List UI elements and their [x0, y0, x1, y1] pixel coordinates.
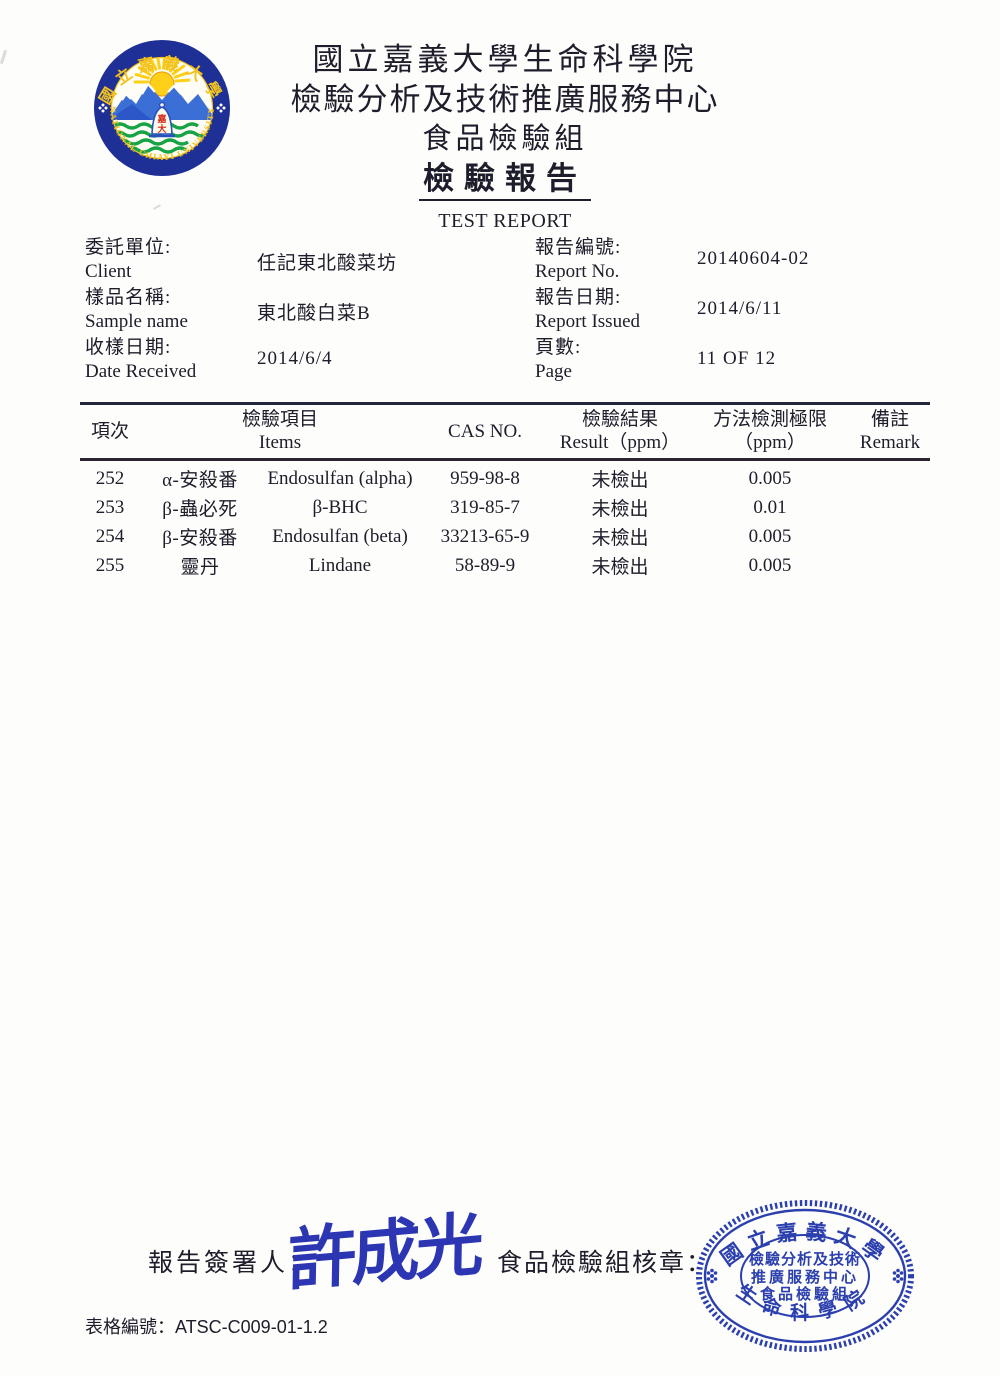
report-issued-value: 2014/6/11: [697, 298, 783, 319]
org-name-line2: 檢驗分析及技術推廣服務中心: [290, 82, 720, 117]
date-received-row: 收樣日期: Date Received 2014/6/4: [85, 336, 515, 386]
stamp-serrated-edge: [696, 1200, 914, 1352]
page-label-zh: 頁數:: [535, 337, 582, 358]
org-name-line1: 國立嘉義大學生命科學院: [312, 42, 698, 77]
date-received-label-en: Date Received: [85, 361, 197, 382]
report-issued-row: 報告日期: Report Issued 2014/6/11: [535, 286, 955, 336]
info-right-column: 報告編號: Report No. 20140604-02 報告日期: Repor…: [535, 236, 955, 386]
sample-row: 樣品名稱: Sample name 東北酸白菜B: [85, 286, 515, 336]
col-header-cas: CAS NO.: [448, 420, 522, 442]
sample-value: 東北酸白菜B: [257, 303, 371, 324]
scan-artifact: [153, 204, 161, 210]
snow-caps: [121, 82, 182, 101]
sample-label-en: Sample name: [85, 311, 188, 332]
form-number-value: ATSC-C009-01-1.2: [175, 1317, 328, 1337]
department-stamp-icon: 國立嘉義大學 生命科學院 檢驗分析及技術 推廣服務中心 食品檢驗組: [692, 1196, 918, 1356]
client-row: 委託單位: Client 任記東北酸菜坊: [85, 236, 515, 286]
table-row: 252 α-安殺番 Endosulfan (alpha) 959-98-8 未檢…: [95, 467, 792, 492]
scan-artifact: [0, 49, 8, 65]
table-body: 252 α-安殺番 Endosulfan (alpha) 959-98-8 未檢…: [80, 461, 930, 580]
bell-char-top: 嘉: [156, 113, 166, 124]
stamp-flower-right-icon: [892, 1268, 904, 1284]
sun-rays-icon: [133, 58, 191, 84]
report-issued-label-en: Report Issued: [535, 311, 641, 332]
date-received-label-zh: 收樣日期:: [85, 337, 172, 358]
client-label-zh: 委託單位:: [85, 237, 172, 258]
bell-icon: 嘉 大: [149, 101, 175, 138]
signature-handwriting: 許成光: [287, 1206, 481, 1300]
sample-label-zh: 樣品名稱:: [85, 287, 172, 308]
report-title-zh: 檢驗報告: [419, 161, 591, 201]
report-header: 國立嘉義大學生命科學院 檢驗分析及技術推廣服務中心 食品檢驗組 檢驗報告 TES…: [170, 40, 840, 233]
signer-label: 報告簽署人：: [148, 1250, 317, 1277]
stamp-center-line2: 推廣服務中心: [751, 1268, 859, 1286]
info-left-column: 委託單位: Client 任記東北酸菜坊 樣品名稱: Sample name 東…: [85, 236, 515, 386]
col-header-index: 項次: [90, 420, 129, 442]
client-label-en: Client: [85, 261, 132, 282]
page-label-en: Page: [535, 361, 572, 382]
report-no-value: 20140604-02: [697, 248, 810, 269]
report-issued-label-zh: 報告日期:: [535, 287, 622, 308]
university-logo-icon: 嘉 大 國立嘉義大學 NATIONAL CHIAYI UNIVERSITY: [92, 38, 232, 178]
results-table: 項次 檢驗項目 Items CAS NO. 檢驗結果 Result（ppm） 方…: [80, 402, 930, 580]
report-no-label-zh: 報告編號:: [535, 237, 622, 258]
col-header-remark: 備註 Remark: [859, 409, 921, 453]
page-value: 11 OF 12: [697, 348, 777, 369]
stamp-center-line1: 檢驗分析及技術: [749, 1250, 861, 1268]
form-number-label: 表格編號：: [85, 1317, 175, 1337]
ring-flower-right-icon: [216, 103, 226, 113]
stamp-center-line3: 食品檢驗組: [760, 1285, 850, 1303]
table-row: 253 β-蟲必死 β-BHC 319-85-7 未檢出 0.01: [95, 496, 787, 521]
page-row: 頁數: Page 11 OF 12: [535, 336, 955, 386]
form-number: 表格編號：ATSC-C009-01-1.2: [85, 1313, 328, 1339]
client-value: 任記東北酸菜坊: [257, 253, 398, 274]
table-row: 254 β-安殺番 Endosulfan (beta) 33213-65-9 未…: [95, 525, 792, 550]
stamp-inner-ring: [740, 1234, 870, 1318]
logo-scene: 嘉 大: [112, 58, 212, 154]
stamp-label: 食品檢驗組核章：: [497, 1250, 714, 1277]
mountain-front: [112, 104, 152, 120]
table-row: 255 靈丹 Lindane 58-89-9 未檢出 0.005: [95, 554, 792, 579]
ring-flower-left-icon: [98, 103, 108, 113]
col-header-result: 檢驗結果 Result（ppm）: [559, 409, 681, 453]
stamp-outer-ring: [703, 1208, 907, 1344]
report-no-label-en: Report No.: [535, 261, 620, 282]
sun-icon: [149, 71, 175, 97]
report-title-en: TEST REPORT: [438, 210, 572, 232]
table-header-row: 項次 檢驗項目 Items CAS NO. 檢驗結果 Result（ppm） 方…: [80, 402, 930, 461]
col-header-limit: 方法檢測極限 （ppm）: [712, 409, 827, 453]
org-name-line3: 食品檢驗組: [422, 123, 588, 155]
bell-char-bottom: 大: [157, 123, 166, 134]
report-no-row: 報告編號: Report No. 20140604-02: [535, 236, 955, 286]
date-received-value: 2014/6/4: [257, 348, 333, 369]
col-header-items: 檢驗項目 Items: [241, 409, 318, 453]
stamp-flower-left-icon: [706, 1268, 718, 1284]
